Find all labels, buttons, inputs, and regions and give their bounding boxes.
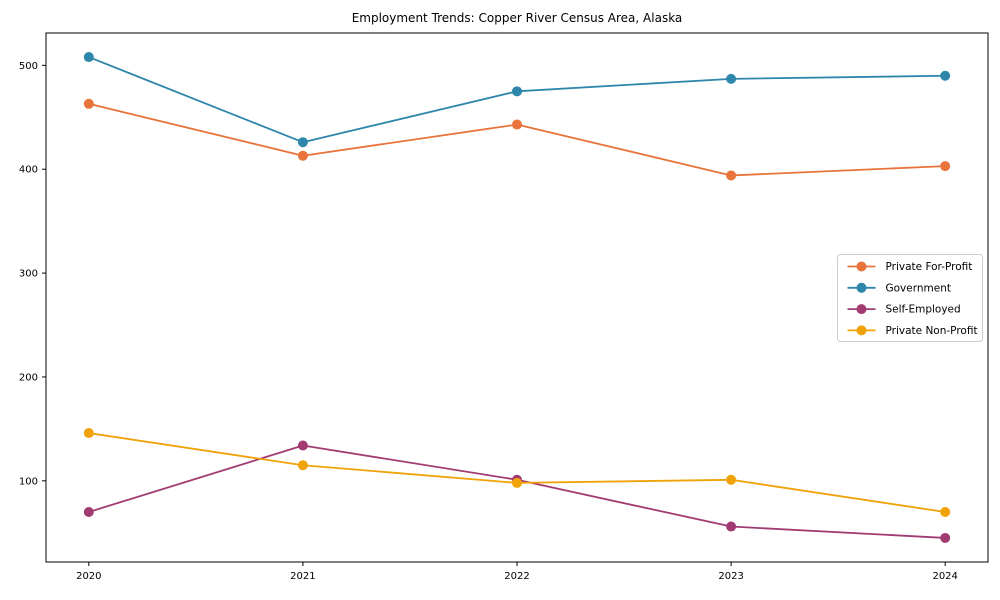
y-tick-label: 100 [19, 476, 38, 487]
legend-label: Self-Employed [886, 304, 961, 316]
x-tick-label: 2024 [932, 571, 957, 582]
data-point [726, 521, 737, 532]
data-point [726, 474, 737, 485]
data-point [940, 532, 951, 543]
legend-marker [856, 304, 867, 315]
data-point [83, 506, 94, 517]
data-point [940, 506, 951, 517]
data-point [726, 170, 737, 181]
data-point [297, 460, 308, 471]
legend-box [837, 254, 983, 342]
data-point [297, 440, 308, 451]
data-point [940, 161, 951, 172]
legend: Private For-Profit Government Self-Employe… [837, 254, 983, 342]
chart-title: Employment Trends: Copper River Census A… [352, 11, 683, 25]
legend-marker [856, 325, 867, 336]
data-point [83, 428, 94, 439]
data-point [512, 477, 522, 488]
data-point [726, 73, 737, 84]
legend-label: Private For-Profit [886, 261, 973, 273]
x-tick-label: 2022 [504, 571, 529, 582]
data-point [297, 137, 308, 148]
legend-label: Government [886, 282, 951, 294]
x-tick-label: 2023 [718, 571, 743, 582]
y-tick-label: 200 [19, 372, 38, 383]
series-line-self-employed [87, 444, 947, 539]
y-tick-label: 400 [19, 165, 38, 176]
plot-area: 100 200 300 400 500 2020 2021 2022 2023 2024 [19, 32, 989, 582]
x-tick-label: 2021 [290, 571, 315, 582]
data-point [83, 98, 94, 109]
series-line-private-for-profit [87, 102, 947, 177]
legend-marker [856, 282, 867, 293]
data-point [297, 150, 308, 161]
data-point [940, 70, 951, 81]
y-tick-label: 300 [19, 269, 38, 280]
data-point [83, 52, 94, 63]
legend-label: Private Non-Profit [886, 325, 978, 337]
data-point [512, 86, 522, 97]
legend-marker [856, 261, 867, 272]
x-tick-label: 2020 [76, 571, 101, 582]
y-tick-label: 500 [19, 61, 38, 72]
data-point [512, 119, 522, 130]
